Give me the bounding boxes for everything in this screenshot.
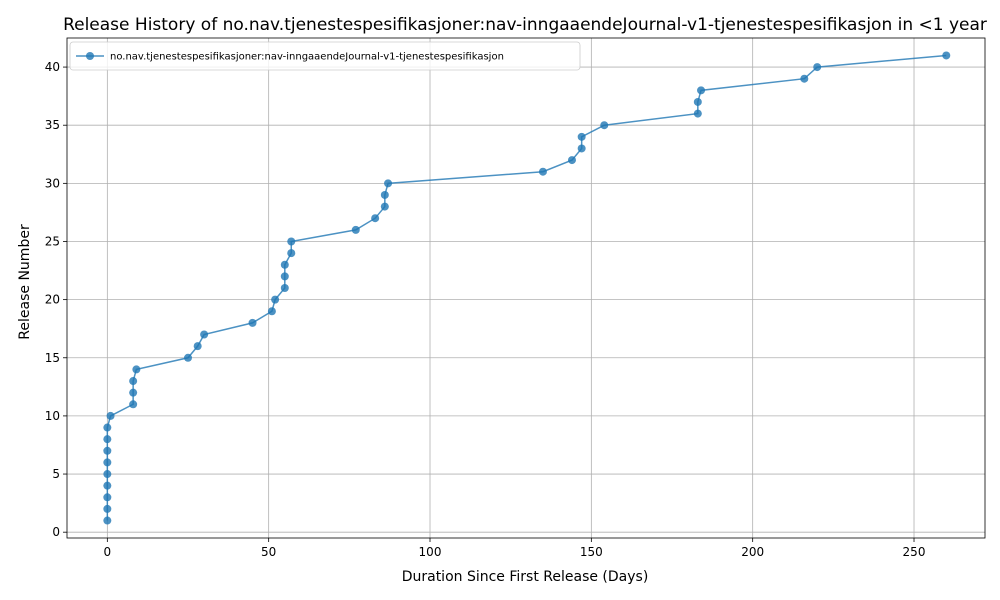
y-tick-label: 25 xyxy=(45,234,60,248)
data-point xyxy=(267,307,276,316)
legend: no.nav.tjenestespesifikasjoner:nav-innga… xyxy=(69,41,581,71)
data-point xyxy=(103,470,112,479)
x-tick-label: 250 xyxy=(903,545,926,559)
data-point xyxy=(280,284,289,292)
data-point xyxy=(600,121,609,130)
data-point xyxy=(697,86,706,95)
data-point xyxy=(103,458,112,467)
data-point xyxy=(132,365,141,374)
x-tick-label: 150 xyxy=(580,545,603,559)
y-tick-label: 40 xyxy=(45,60,60,74)
data-point xyxy=(271,295,280,304)
y-tick-label: 5 xyxy=(52,467,60,481)
y-tick-label: 30 xyxy=(45,176,60,190)
legend-marker xyxy=(86,52,94,60)
data-point xyxy=(184,353,193,362)
data-point xyxy=(813,63,822,72)
data-point xyxy=(103,504,112,513)
data-point xyxy=(103,423,112,432)
data-point xyxy=(103,435,112,444)
y-axis-label: Release Number xyxy=(17,224,33,340)
legend-box xyxy=(69,41,581,71)
data-point xyxy=(129,377,138,386)
data-point xyxy=(103,481,112,490)
y-tick-label: 20 xyxy=(45,293,60,307)
legend-entry-label: no.nav.tjenestespesifikasjoner:nav-innga… xyxy=(110,52,504,63)
plot-area xyxy=(103,51,951,525)
data-point xyxy=(200,330,209,339)
data-point xyxy=(280,272,289,281)
data-point xyxy=(942,51,951,60)
data-point xyxy=(577,132,586,141)
x-tick-label: 200 xyxy=(741,545,764,559)
y-tick-label: 10 xyxy=(45,409,60,423)
data-point xyxy=(371,214,380,223)
data-point xyxy=(384,179,393,188)
data-point xyxy=(103,516,112,525)
x-tick-label: 0 xyxy=(104,545,112,559)
plot-frame xyxy=(66,37,986,539)
x-tick-label: 100 xyxy=(419,545,442,559)
data-point xyxy=(280,260,289,269)
data-point xyxy=(193,342,202,351)
data-point xyxy=(693,97,702,106)
data-point xyxy=(693,109,702,118)
x-axis-ticks: 0 50 100 150 200 250 xyxy=(104,538,926,559)
data-point xyxy=(538,167,547,176)
data-point xyxy=(103,493,112,502)
data-point xyxy=(577,144,586,153)
data-point xyxy=(567,156,576,165)
x-axis-label: Duration Since First Release (Days) xyxy=(402,569,649,585)
x-tick-label: 50 xyxy=(261,545,276,559)
chart-title: Release History of no.nav.tjenestespesif… xyxy=(63,15,987,35)
data-point xyxy=(106,411,115,420)
y-tick-label: 0 xyxy=(52,525,60,539)
data-point xyxy=(129,400,138,409)
data-point xyxy=(129,388,138,397)
data-point xyxy=(287,249,296,258)
data-point xyxy=(351,225,360,234)
y-tick-label: 15 xyxy=(45,351,60,365)
data-point xyxy=(287,237,296,246)
grid-lines xyxy=(67,38,985,538)
data-point xyxy=(248,318,257,327)
y-tick-label: 35 xyxy=(45,118,60,132)
data-point xyxy=(380,202,389,211)
data-point xyxy=(800,74,809,83)
data-point xyxy=(380,190,389,199)
data-point xyxy=(103,446,112,455)
y-axis-ticks: 0 5 10 15 20 25 30 35 40 xyxy=(45,60,67,539)
